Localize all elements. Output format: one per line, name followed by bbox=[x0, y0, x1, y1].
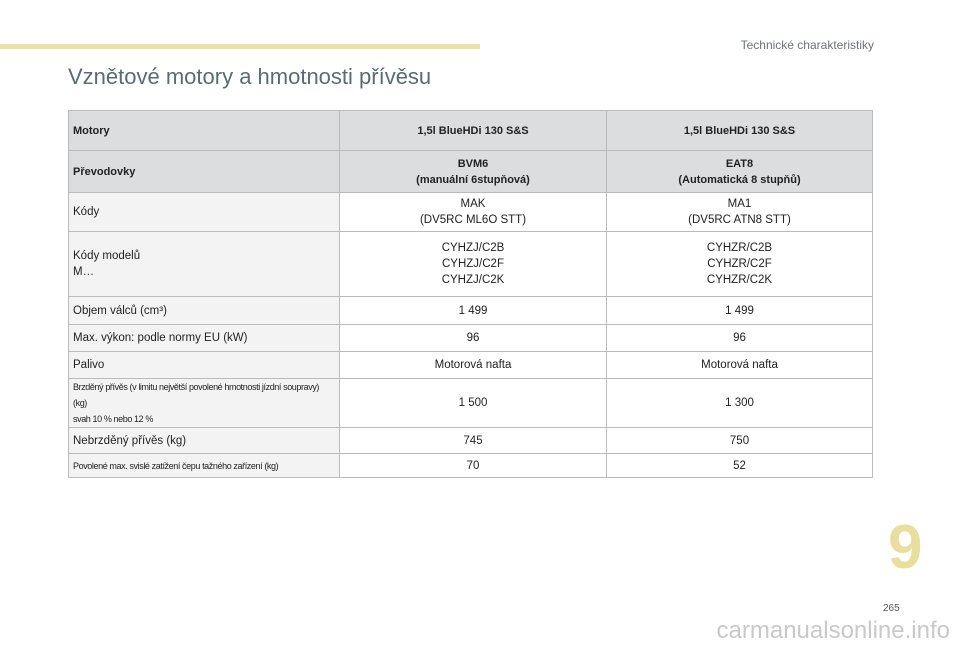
cell: 1 499 bbox=[339, 296, 607, 325]
cell: CYHZR/C2B CYHZR/C2F CYHZR/C2K bbox=[606, 231, 873, 297]
table-row: Kódy MAK (DV5RC ML6O STT) MA1 (DV5RC ATN8 ST… bbox=[68, 192, 873, 232]
cell: 70 bbox=[339, 453, 607, 478]
row-label: Povolené max. svislé zatížení čepu tažné… bbox=[68, 453, 340, 478]
cell: 745 bbox=[339, 427, 607, 454]
cell-line: 1 499 bbox=[725, 304, 754, 317]
cell-line: 1 499 bbox=[458, 304, 488, 317]
cell: MA1 (DV5RC ATN8 STT) bbox=[606, 192, 873, 232]
row-label: Převodovky bbox=[68, 150, 340, 193]
cell-line: 70 bbox=[466, 459, 480, 472]
page-title: Vznětové motory a hmotnosti přívěsu bbox=[68, 64, 432, 89]
cell-line: 1 300 bbox=[725, 397, 754, 409]
cell-line: Kódy bbox=[73, 206, 100, 218]
row-label: Kódy modelů M… bbox=[68, 231, 340, 297]
cell-line: CYHZR/C2B bbox=[706, 242, 773, 254]
cell-line: Motorová nafta bbox=[434, 359, 512, 371]
cell: 52 bbox=[606, 453, 873, 478]
cell: 1 500 bbox=[339, 378, 607, 428]
table-row: Převodovky BVM6 (manuální 6stupňová) EAT8 (A… bbox=[68, 150, 873, 193]
cell-line: (DV5RC ML6O STT) bbox=[419, 214, 527, 226]
cell-line: CYHZR/C2K bbox=[706, 274, 773, 286]
table-row: Objem válců (cm³) 1 499 1 499 bbox=[68, 296, 873, 325]
cell-line: Brzděný přívěs (v limitu největší povole… bbox=[73, 382, 320, 408]
cell: CYHZJ/C2B CYHZJ/C2F CYHZJ/C2K bbox=[339, 231, 607, 297]
cell: EAT8 (Automatická 8 stupňů) bbox=[606, 150, 873, 193]
cell: 96 bbox=[606, 324, 873, 352]
cell: 1,5l BlueHDi 130 S&S bbox=[339, 110, 607, 151]
cell-line: svah 10 % nebo 12 % bbox=[73, 414, 153, 424]
cell: 96 bbox=[339, 324, 607, 352]
cell: Motorová nafta bbox=[606, 351, 873, 379]
cell: 1 300 bbox=[606, 378, 873, 428]
cell-line: Motory bbox=[73, 124, 110, 137]
chapter-number: 9 bbox=[888, 513, 923, 582]
table-row: Max. výkon: podle normy EU (kW) 96 96 bbox=[68, 324, 873, 352]
cell-line: MAK bbox=[460, 198, 486, 210]
row-label: Motory bbox=[68, 110, 340, 151]
table-row: Kódy modelů M… CYHZJ/C2B CYHZJ/C2F CYHZJ/C2K… bbox=[68, 231, 873, 297]
cell: 1 499 bbox=[606, 296, 873, 325]
row-label: Objem válců (cm³) bbox=[68, 296, 340, 325]
spec-table: Motory 1,5l BlueHDi 130 S&S 1,5l BlueHDi 1… bbox=[68, 110, 873, 478]
cell-line: 52 bbox=[733, 459, 746, 472]
cell-line: Objem válců (cm³) bbox=[73, 304, 167, 317]
cell-line: CYHZR/C2F bbox=[707, 258, 772, 270]
cell-line: CYHZJ/C2K bbox=[441, 274, 505, 286]
cell-line: Převodovky bbox=[73, 165, 136, 178]
row-label: Brzděný přívěs (v limitu největší povole… bbox=[68, 378, 340, 428]
row-label: Kódy bbox=[68, 192, 340, 232]
cell-line: 96 bbox=[733, 332, 746, 344]
cell-line: EAT8 bbox=[725, 157, 754, 170]
accent-bar bbox=[0, 44, 480, 49]
cell-line: CYHZJ/C2B bbox=[441, 242, 505, 254]
page-number: 265 bbox=[883, 603, 900, 614]
table-row: Motory 1,5l BlueHDi 130 S&S 1,5l BlueHDi 1… bbox=[68, 110, 873, 151]
row-label: Palivo bbox=[68, 351, 340, 379]
cell-line: (manuální 6stupňová) bbox=[416, 173, 530, 186]
cell: Motorová nafta bbox=[339, 351, 607, 379]
row-label: Max. výkon: podle normy EU (kW) bbox=[68, 324, 340, 352]
table-row: Nebrzděný přívěs (kg) 745 750 bbox=[68, 427, 873, 454]
cell-line: (Automatická 8 stupňů) bbox=[678, 173, 801, 186]
cell-line: 1 500 bbox=[458, 397, 488, 409]
cell-line: M… bbox=[73, 266, 95, 278]
cell-line: Nebrzděný přívěs (kg) bbox=[73, 434, 187, 447]
cell-line: Max. výkon: podle normy EU (kW) bbox=[73, 332, 248, 344]
cell-line: 96 bbox=[466, 332, 480, 344]
cell-line: 1,5l BlueHDi 130 S&S bbox=[417, 124, 529, 137]
cell-line: 745 bbox=[463, 434, 483, 447]
cell-line: CYHZJ/C2F bbox=[442, 258, 504, 270]
cell-line: BVM6 bbox=[457, 157, 489, 170]
table-row: Povolené max. svislé zatížení čepu tažné… bbox=[68, 453, 873, 478]
cell-line: Kódy modelů bbox=[73, 250, 141, 262]
cell-line: 750 bbox=[729, 434, 750, 447]
cell-line: (DV5RC ATN8 STT) bbox=[688, 214, 791, 226]
table-row: Palivo Motorová nafta Motorová nafta bbox=[68, 351, 873, 379]
cell-line: Palivo bbox=[73, 359, 105, 371]
cell: 750 bbox=[606, 427, 873, 454]
watermark: carmanualsonline.info bbox=[716, 617, 950, 644]
row-label: Nebrzděný přívěs (kg) bbox=[68, 427, 340, 454]
cell: MAK (DV5RC ML6O STT) bbox=[339, 192, 607, 232]
cell-line: Povolené max. svislé zatížení čepu tažné… bbox=[73, 460, 279, 471]
cell-line: MA1 bbox=[727, 198, 752, 210]
section-title: Technické charakteristiky bbox=[740, 38, 874, 52]
cell: 1,5l BlueHDi 130 S&S bbox=[606, 110, 873, 151]
cell-line: Motorová nafta bbox=[701, 359, 778, 371]
cell-line: 1,5l BlueHDi 130 S&S bbox=[683, 124, 796, 137]
cell: BVM6 (manuální 6stupňová) bbox=[339, 150, 607, 193]
table-row: Brzděný přívěs (v limitu největší povole… bbox=[68, 378, 873, 428]
